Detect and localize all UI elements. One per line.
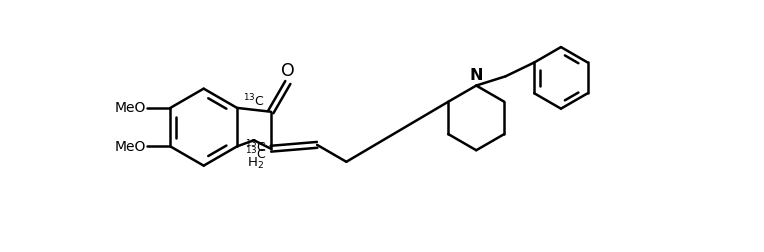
Text: $^{13}$C: $^{13}$C: [244, 145, 267, 162]
Text: MeO: MeO: [115, 101, 147, 115]
Text: H$_2$: H$_2$: [247, 155, 264, 170]
Text: $^{13}$C: $^{13}$C: [243, 93, 265, 109]
Text: O: O: [281, 61, 295, 79]
Text: N: N: [470, 68, 483, 82]
Text: $^{13}$C: $^{13}$C: [244, 139, 267, 155]
Text: MeO: MeO: [115, 139, 147, 153]
